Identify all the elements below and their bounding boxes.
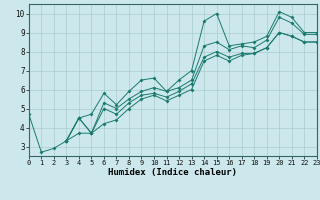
- X-axis label: Humidex (Indice chaleur): Humidex (Indice chaleur): [108, 168, 237, 177]
